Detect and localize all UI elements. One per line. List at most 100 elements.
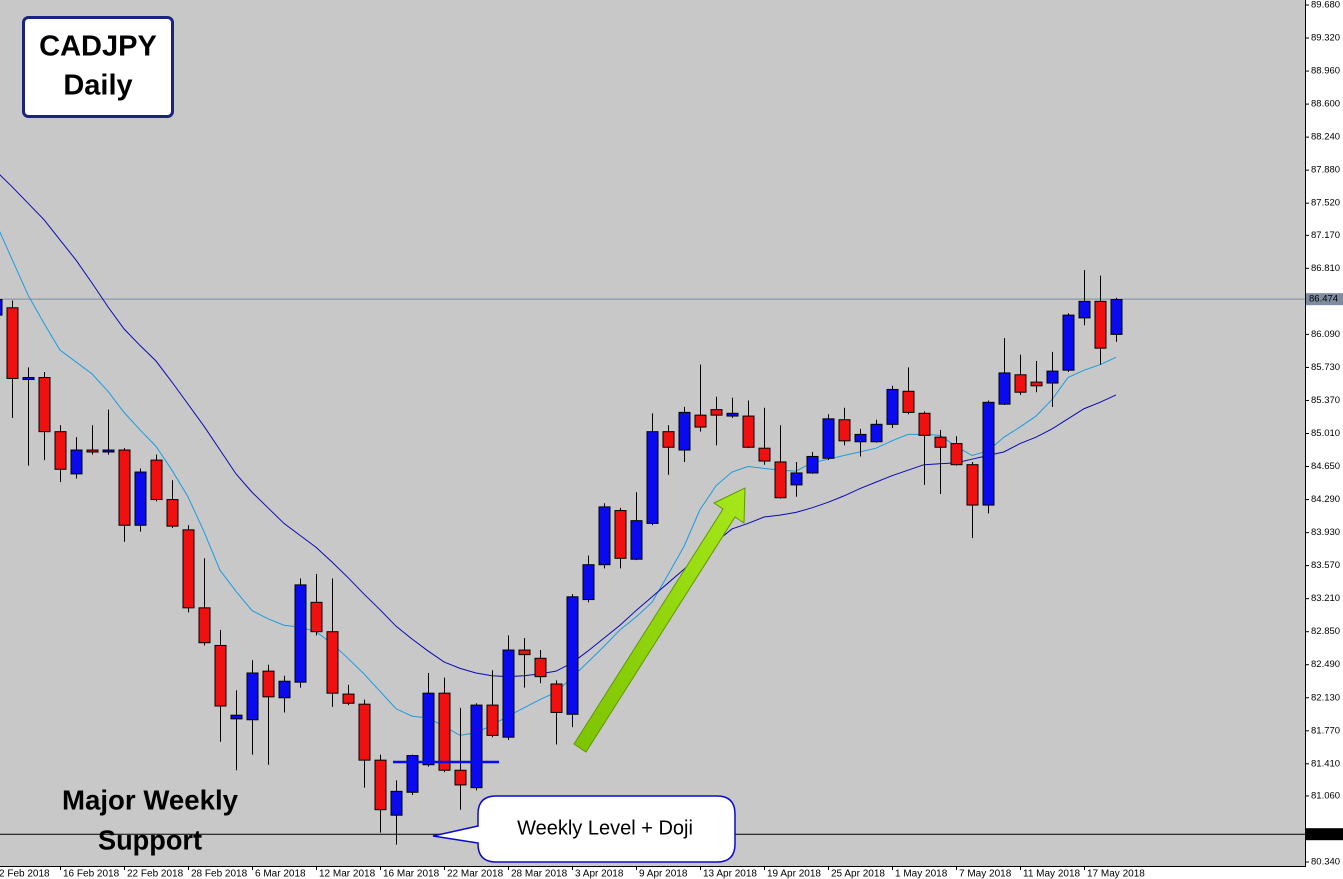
y-tick-label: 82.130 [1311,692,1340,703]
candle-body [774,461,787,499]
plot-area [0,174,1305,845]
level-label: 80.643 [1309,829,1338,840]
candle-body [758,447,771,462]
chart-subtitle: Daily [63,70,132,102]
candle-body [374,759,387,811]
x-tick-label: 25 Apr 2018 [831,869,885,879]
ma-line [0,174,1117,678]
x-tick-label: 9 Apr 2018 [639,869,688,879]
candle-body [118,449,131,526]
candle-body [54,431,67,470]
candle-body [870,423,883,443]
candle-body [454,769,467,786]
candle-body [806,455,819,474]
y-tick-label: 87.170 [1311,230,1340,241]
candle-body [214,644,227,707]
x-tick-label: 1 May 2018 [895,869,948,879]
candle-body [966,464,979,506]
candle-body [294,584,307,683]
y-tick-label: 89.680 [1311,0,1340,11]
y-tick-label: 82.490 [1311,659,1340,670]
candle-body [86,449,99,453]
candle-body [982,401,995,506]
x-tick-label: 22 Feb 2018 [127,869,184,879]
candle-body [134,471,147,526]
candle-body [70,449,83,475]
candle-body [742,415,755,448]
y-tick-label: 85.730 [1311,362,1340,373]
y-tick-label: 85.370 [1311,395,1340,406]
x-tick-label: 3 Apr 2018 [575,869,624,879]
candle-body [150,459,163,501]
candle-body [166,499,179,527]
candle-body [1078,300,1091,319]
candle-body [326,631,339,694]
candle-body [22,377,35,381]
x-tick-label: 7 May 2018 [959,869,1012,879]
time-axis: 2 Feb 2018 16 Feb 2018 22 Feb 2018 28 Feb 2… [0,866,1145,879]
y-tick-label: 83.570 [1311,560,1340,571]
y-tick-label: 89.320 [1311,33,1340,44]
candle-body [854,433,867,443]
candle-body [550,683,563,713]
y-tick-label: 87.520 [1311,198,1340,209]
x-tick-label: 12 Mar 2018 [319,869,376,879]
y-tick-label: 82.850 [1311,626,1340,637]
candle-body [662,431,675,448]
candle-body [1062,314,1075,371]
x-tick-label: 28 Feb 2018 [191,869,248,879]
y-tick-label: 86.810 [1311,263,1340,274]
candle-body [1046,370,1059,384]
candle-body [358,703,371,761]
x-tick-label: 28 Mar 2018 [511,869,568,879]
y-tick-label: 88.600 [1311,99,1340,110]
candle-body [422,692,435,766]
y-tick-label: 81.770 [1311,725,1340,736]
candle-body [1110,299,1123,335]
y-tick-label: 88.240 [1311,132,1340,143]
candle-body [998,372,1011,405]
candle-body [0,299,3,316]
candle-body [198,607,211,644]
candle-body [1014,374,1027,393]
support-label: Support [98,824,202,855]
candle-body [182,529,195,609]
candle-body [1030,381,1043,387]
candle-body [582,564,595,601]
candle-body [694,414,707,428]
support-label: Major Weekly [62,784,238,815]
chart-title: CADJPY [39,31,157,63]
symbol-box [22,16,174,118]
x-tick-label: 16 Mar 2018 [383,869,440,879]
level-label-box [1306,293,1343,306]
candle-body [246,672,259,721]
callout-box [432,795,736,863]
candle-body [902,390,915,413]
x-tick-label: 6 Mar 2018 [255,869,306,879]
level-label-box [1306,828,1343,841]
candle-body [934,436,947,448]
candle-body [518,649,531,656]
candle-body [614,510,627,559]
candle-body [950,443,963,466]
callout-text: Weekly Level + Doji [517,817,693,839]
x-tick-label: 22 Mar 2018 [447,869,504,879]
candle-body [262,670,275,698]
candle-body [566,596,579,715]
y-tick-label: 81.410 [1311,758,1340,769]
candle-body [726,412,739,417]
candle-body [1094,300,1107,349]
y-tick-label: 83.930 [1311,527,1340,538]
candle-body [838,419,851,442]
y-tick-label: 85.010 [1311,428,1340,439]
candle-body [534,657,547,678]
candle-body [102,449,115,453]
candle-body [502,649,515,738]
trend-arrow [573,487,746,753]
candle-body [678,411,691,451]
x-tick-label: 2 Feb 2018 [0,869,50,879]
candle-body [470,704,483,789]
y-tick-label: 83.210 [1311,593,1340,604]
y-tick-label: 84.290 [1311,494,1340,505]
